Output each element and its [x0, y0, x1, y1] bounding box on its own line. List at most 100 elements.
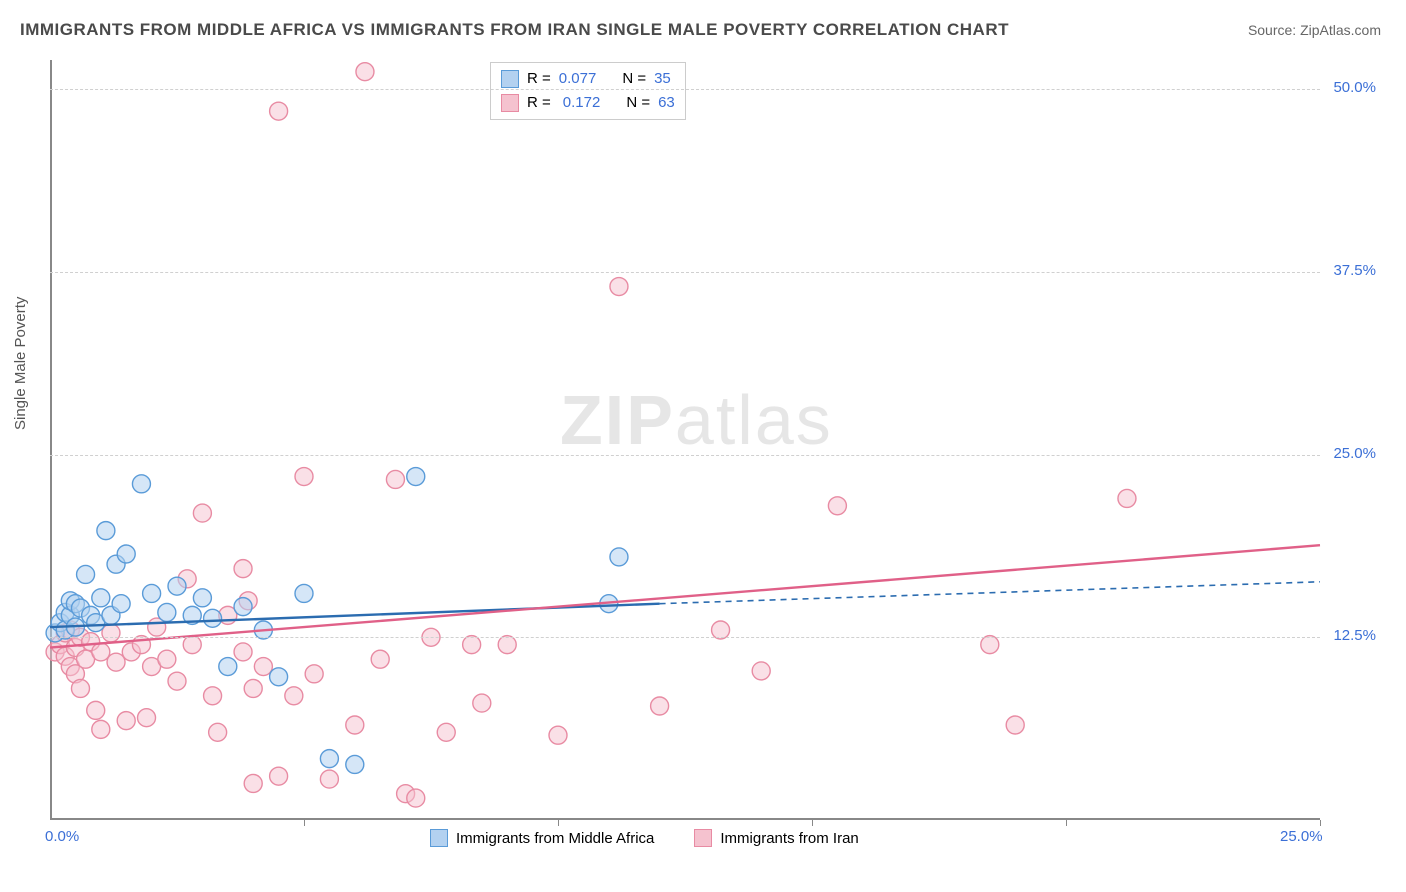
scatter-point — [828, 497, 846, 515]
grid-line — [50, 455, 1320, 456]
scatter-point — [234, 560, 252, 578]
scatter-point — [234, 598, 252, 616]
scatter-point — [193, 589, 211, 607]
scatter-point — [407, 468, 425, 486]
x-tick-mark — [812, 820, 813, 826]
scatter-point — [204, 687, 222, 705]
n-value-1: 35 — [654, 67, 671, 91]
scatter-point — [158, 650, 176, 668]
scatter-point — [407, 789, 425, 807]
scatter-point — [117, 712, 135, 730]
scatter-point — [234, 643, 252, 661]
bottom-legend-label-2: Immigrants from Iran — [720, 830, 858, 847]
grid-line — [50, 89, 1320, 90]
legend-row-series-1: R = 0.077 N = 35 — [501, 67, 675, 91]
scatter-point — [320, 770, 338, 788]
n-label-1: N = — [622, 67, 646, 91]
n-value-2: 63 — [658, 91, 675, 115]
scatter-point — [112, 595, 130, 613]
scatter-point — [651, 697, 669, 715]
scatter-point — [320, 750, 338, 768]
grid-line — [50, 272, 1320, 273]
correlation-legend: R = 0.077 N = 35 R = 0.172 N = 63 — [490, 62, 686, 120]
scatter-point — [437, 723, 455, 741]
swatch-series-1 — [501, 70, 519, 88]
scatter-point — [463, 636, 481, 654]
x-tick-mark — [1320, 820, 1321, 826]
y-tick-label: 12.5% — [1333, 627, 1376, 644]
scatter-point — [712, 621, 730, 639]
scatter-point — [168, 672, 186, 690]
y-tick-label: 37.5% — [1333, 262, 1376, 279]
scatter-point — [219, 658, 237, 676]
scatter-point — [549, 726, 567, 744]
scatter-point — [346, 716, 364, 734]
x-tick-label: 25.0% — [1280, 828, 1323, 845]
y-tick-label: 50.0% — [1333, 79, 1376, 96]
scatter-point — [168, 577, 186, 595]
scatter-point — [254, 658, 272, 676]
scatter-point — [209, 723, 227, 741]
scatter-point — [285, 687, 303, 705]
scatter-point — [498, 636, 516, 654]
y-tick-label: 25.0% — [1333, 445, 1376, 462]
scatter-point — [386, 470, 404, 488]
scatter-point — [204, 609, 222, 627]
bottom-swatch-1 — [430, 829, 448, 847]
scatter-point — [117, 545, 135, 563]
plot-svg — [50, 60, 1320, 820]
r-label-1: R = — [527, 67, 551, 91]
scatter-point — [244, 774, 262, 792]
grid-line — [50, 637, 1320, 638]
scatter-point — [244, 679, 262, 697]
scatter-point — [143, 584, 161, 602]
scatter-point — [102, 624, 120, 642]
chart-container: IMMIGRANTS FROM MIDDLE AFRICA VS IMMIGRA… — [0, 0, 1406, 892]
scatter-point — [356, 63, 374, 81]
scatter-point — [77, 565, 95, 583]
scatter-point — [92, 589, 110, 607]
scatter-point — [193, 504, 211, 522]
n-label-2: N = — [626, 91, 650, 115]
bottom-swatch-2 — [694, 829, 712, 847]
scatter-point — [107, 653, 125, 671]
scatter-point — [305, 665, 323, 683]
legend-row-series-2: R = 0.172 N = 63 — [501, 91, 675, 115]
scatter-point — [610, 278, 628, 296]
scatter-point — [270, 668, 288, 686]
y-axis-label: Single Male Poverty — [12, 297, 29, 430]
bottom-legend-item-2: Immigrants from Iran — [694, 829, 858, 847]
r-label-2: R = — [527, 91, 551, 115]
scatter-point — [371, 650, 389, 668]
scatter-point — [92, 643, 110, 661]
scatter-point — [132, 475, 150, 493]
scatter-point — [295, 468, 313, 486]
scatter-point — [473, 694, 491, 712]
scatter-point — [346, 755, 364, 773]
scatter-point — [71, 679, 89, 697]
x-tick-mark — [304, 820, 305, 826]
scatter-point — [270, 102, 288, 120]
x-tick-mark — [1066, 820, 1067, 826]
x-tick-mark — [558, 820, 559, 826]
scatter-point — [295, 584, 313, 602]
swatch-series-2 — [501, 94, 519, 112]
trend-line-extension — [660, 582, 1320, 604]
r-value-2: 0.172 — [563, 91, 601, 115]
bottom-legend-item-1: Immigrants from Middle Africa — [430, 829, 654, 847]
scatter-point — [1118, 489, 1136, 507]
r-value-1: 0.077 — [559, 67, 597, 91]
scatter-point — [97, 522, 115, 540]
scatter-point — [270, 767, 288, 785]
bottom-legend: Immigrants from Middle Africa Immigrants… — [430, 829, 859, 847]
chart-title: IMMIGRANTS FROM MIDDLE AFRICA VS IMMIGRA… — [20, 20, 1009, 40]
source-attribution: Source: ZipAtlas.com — [1248, 22, 1381, 38]
x-tick-label: 0.0% — [45, 828, 79, 845]
scatter-point — [138, 709, 156, 727]
scatter-point — [1006, 716, 1024, 734]
scatter-point — [610, 548, 628, 566]
scatter-point — [132, 636, 150, 654]
scatter-point — [92, 720, 110, 738]
scatter-point — [183, 636, 201, 654]
scatter-point — [158, 603, 176, 621]
